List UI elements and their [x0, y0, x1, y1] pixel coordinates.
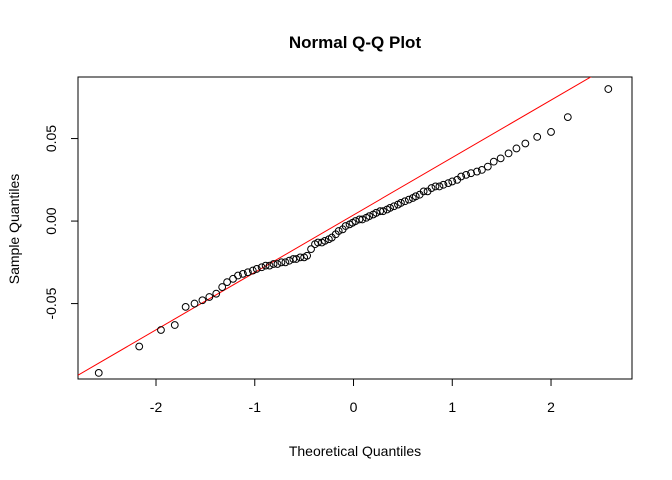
data-point [261, 261, 270, 270]
data-point [365, 212, 374, 221]
y-tick-label: 0.00 [43, 207, 59, 234]
data-point [448, 177, 457, 186]
y-tick-label: -0.05 [43, 287, 59, 319]
data-point [473, 167, 481, 176]
data-point [521, 139, 530, 148]
data-point [198, 296, 207, 305]
plot-area [78, 77, 613, 377]
data-point [400, 197, 409, 206]
data-point [547, 128, 555, 136]
data-point [94, 368, 103, 377]
data-point [218, 283, 227, 291]
data-point [467, 169, 475, 178]
data-point [292, 255, 301, 263]
data-point [512, 144, 521, 153]
x-axis: -2 -1 0 1 2 [150, 378, 555, 415]
x-tick-label: 0 [350, 399, 358, 415]
data-point [604, 85, 613, 93]
data-point [257, 263, 266, 272]
data-point [439, 180, 448, 189]
x-tick-label: -2 [150, 399, 163, 415]
data-point [397, 199, 405, 207]
data-point [341, 222, 350, 230]
data-point [477, 166, 486, 174]
y-axis: -0.05 0.00 0.05 [43, 125, 79, 320]
data-point [234, 271, 242, 280]
data-point [483, 162, 492, 171]
data-point [285, 256, 294, 265]
data-point [190, 299, 199, 308]
y-tick-label: 0.05 [43, 125, 59, 152]
data-point [411, 192, 420, 201]
x-tick-label: -1 [249, 399, 262, 415]
y-axis-label: Sample Quantiles [6, 174, 22, 285]
data-point [379, 207, 388, 216]
data-point [135, 342, 144, 351]
data-point [239, 269, 247, 278]
data-point [533, 133, 542, 141]
x-tick-label: 2 [547, 399, 555, 415]
data-point [457, 172, 466, 181]
qq-reference-line [78, 77, 592, 376]
data-point [386, 203, 394, 212]
data-point [504, 149, 513, 158]
x-tick-label: 1 [448, 399, 456, 415]
data-point [390, 202, 398, 211]
data-point [435, 182, 444, 191]
data-point [427, 184, 436, 192]
data-point [296, 253, 305, 262]
data-point [563, 113, 572, 122]
data-point [489, 157, 498, 166]
data-point [431, 182, 440, 191]
data-point [496, 154, 505, 163]
data-point [462, 170, 470, 179]
data-point [269, 260, 278, 268]
data-point [444, 179, 453, 188]
data-point [181, 302, 190, 311]
x-axis-label: Theoretical Quantiles [289, 443, 421, 459]
data-point [265, 261, 274, 270]
data-point [277, 258, 286, 267]
data-point [170, 321, 179, 329]
data-point [205, 293, 214, 301]
data-point [281, 258, 290, 267]
data-point [157, 326, 165, 334]
data-point [273, 260, 282, 268]
data-point [307, 245, 315, 254]
data-point [320, 236, 329, 245]
data-point [358, 215, 367, 224]
data-point [223, 278, 232, 287]
data-point [404, 195, 413, 204]
data-point [248, 266, 257, 275]
data-point [419, 187, 428, 196]
data-point [229, 274, 237, 283]
data-point [243, 268, 252, 277]
data-point [212, 289, 221, 298]
data-point [334, 227, 343, 235]
data-point [252, 265, 261, 273]
chart-title: Normal Q-Q Plot [289, 33, 422, 52]
data-point [303, 251, 312, 260]
